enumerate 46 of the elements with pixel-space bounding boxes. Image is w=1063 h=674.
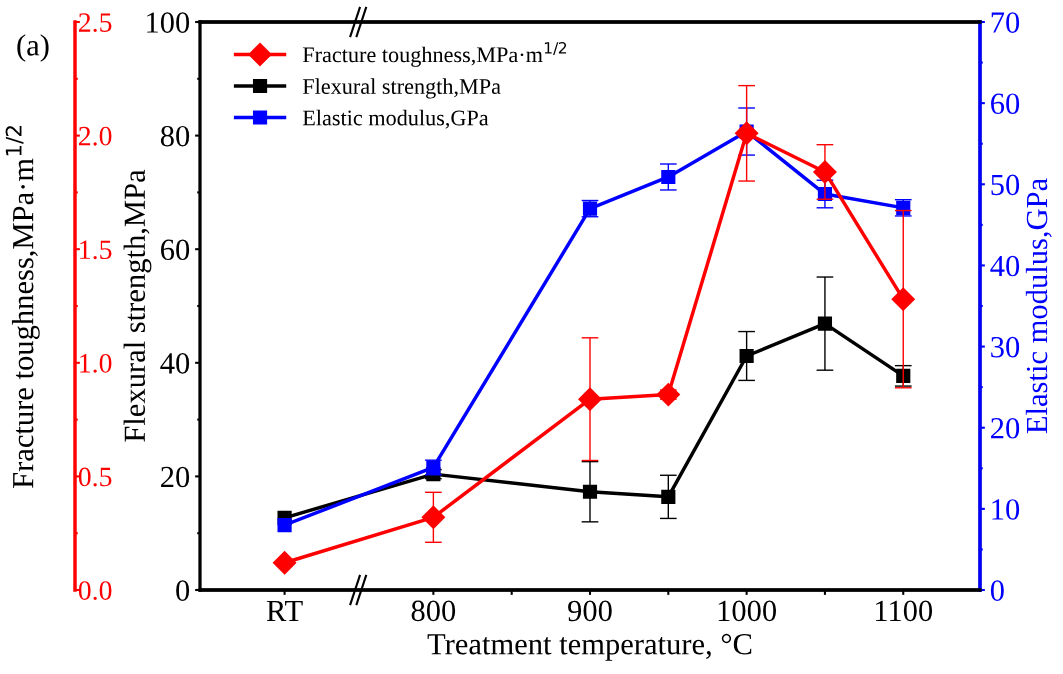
- x-axis-title: Treatment temperature, °C: [427, 633, 752, 661]
- y2-axis-title: Elastic modulus,GPa: [1025, 178, 1052, 434]
- point: [582, 484, 598, 499]
- y-tick-label: 40: [160, 353, 190, 374]
- point: [891, 287, 915, 311]
- y2-tick-label: 70: [991, 12, 1020, 33]
- y3-tick-label: 0.0: [78, 581, 112, 601]
- point: [578, 387, 602, 411]
- point: [421, 505, 446, 529]
- x-tick-label: 900: [568, 600, 612, 622]
- y2-tick-label: 10: [992, 499, 1020, 520]
- point: [813, 160, 837, 184]
- y-tick-label: 20: [161, 466, 190, 488]
- y2-tick-label: 50: [991, 174, 1020, 196]
- x-tick-label: 800: [411, 600, 456, 622]
- y2-tick-label: 60: [991, 93, 1020, 115]
- y3-tick-label: 2.5: [79, 13, 112, 33]
- y3-tick-label: 0.5: [78, 467, 112, 487]
- text: (a): [17, 34, 49, 62]
- y3-axis-title: Fracture toughness,MPa·m$^{1/2}$: [5, 126, 40, 488]
- point: [277, 518, 292, 533]
- point: [817, 316, 833, 331]
- y-tick-label: 0: [176, 580, 190, 601]
- point: [661, 169, 676, 185]
- point: [896, 368, 911, 383]
- legend-label: Fracture toughness,MPa·m$^{1/2}$: [302, 42, 567, 67]
- y3-tick-label: 1.0: [80, 353, 112, 373]
- y-axis-title: Flexural strength,MPa: [123, 169, 152, 442]
- y3-tick-label: 2.0: [79, 126, 112, 146]
- x-tick-label: 1100: [875, 600, 933, 622]
- y3-tick-label: 1.5: [80, 240, 112, 260]
- y2-tick-label: 40: [990, 255, 1020, 277]
- x-tick-label: RT: [266, 600, 303, 621]
- legend-label: Elastic modulus,GPa: [302, 109, 489, 129]
- point: [739, 348, 754, 364]
- point: [734, 121, 759, 145]
- y-tick-label: 80: [160, 125, 190, 147]
- y-tick-label: 60: [161, 239, 190, 261]
- point: [272, 551, 297, 575]
- point: [661, 489, 676, 504]
- x-tick-label: 1000: [718, 600, 777, 622]
- y2-tick-label: 20: [991, 418, 1020, 439]
- y2-tick-label: 30: [991, 336, 1020, 358]
- y2-tick-label: 0: [990, 580, 1004, 601]
- legend-label: Flexural strength,MPa: [302, 78, 501, 99]
- y-tick-label: 100: [147, 12, 190, 33]
